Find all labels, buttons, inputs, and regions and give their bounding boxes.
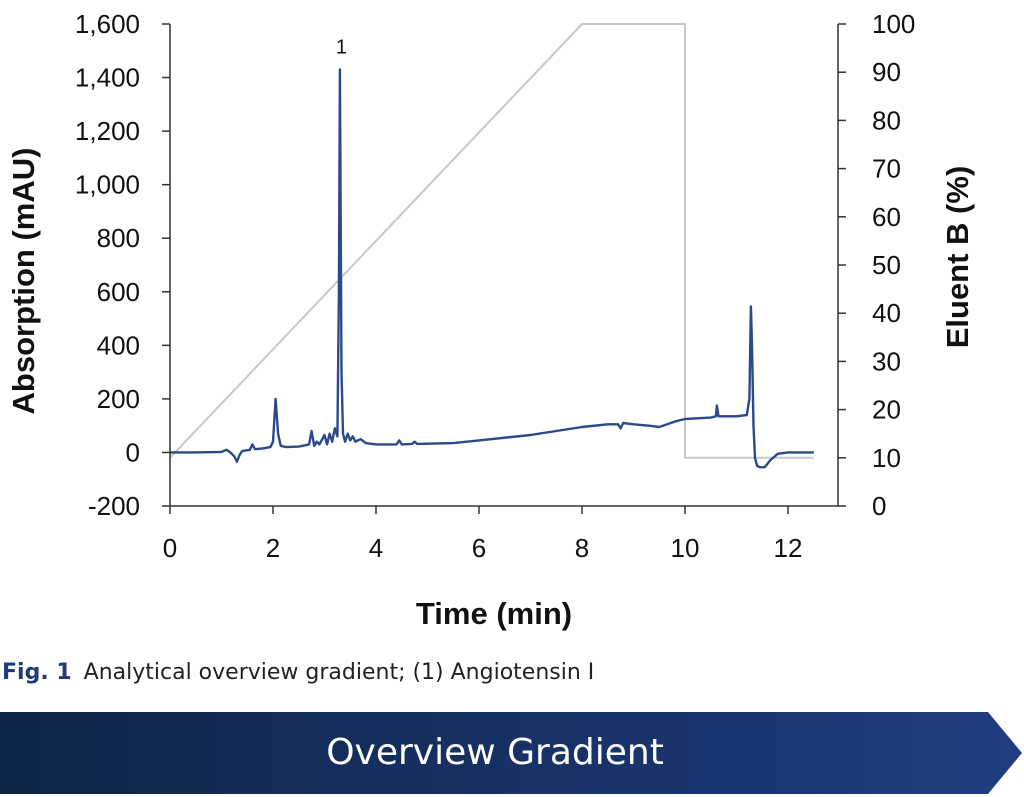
left-y-tick-label: 400 [97,330,140,360]
right-y-tick-label: 0 [872,491,886,521]
chromatogram-chart: -20002004006008001,0001,2001,4001,600010… [6,9,975,631]
left-y-tick-label: -200 [88,491,140,521]
figure-label: Fig. 1 [2,660,72,685]
x-tick-label: 4 [369,533,383,563]
x-tick-label: 12 [774,533,803,563]
right-y-tick-label: 40 [872,298,901,328]
left-y-tick-label: 0 [126,437,140,467]
right-y-tick-label: 90 [872,57,901,87]
left-y-tick-label: 800 [97,223,140,253]
x-tick-label: 0 [163,533,177,563]
banner-arrow-shape [0,712,1022,794]
section-banner [0,712,1022,794]
plot-area [169,23,814,469]
left-y-tick-label: 1,200 [75,116,140,146]
right-y-tick-label: 80 [872,105,901,135]
peak-label: 1 [336,37,347,59]
left-y-tick-label: 1,400 [75,63,140,93]
x-axis-title: Time (min) [416,596,572,631]
x-tick-label: 10 [671,533,700,563]
x-tick-label: 8 [575,533,589,563]
right-y-tick-label: 10 [872,443,901,473]
x-tick-label: 2 [266,533,280,563]
banner-title: Overview Gradient [326,732,664,773]
axis-labels: Time (min) Absorption (mAU) Eluent B (%) 1 [6,37,975,631]
absorption-trace-line [170,68,814,469]
left-y-tick-label: 600 [97,277,140,307]
right-y-axis-title: Eluent B (%) [940,166,975,349]
axes: -20002004006008001,0001,2001,4001,600010… [75,9,915,563]
right-y-tick-label: 60 [872,202,901,232]
eluent-b-gradient-line [169,23,814,459]
left-y-axis-title: Absorption (mAU) [6,148,41,415]
right-y-tick-label: 100 [872,9,915,39]
figure-caption: Fig. 1 Analytical overview gradient; (1) … [2,660,594,685]
left-y-tick-label: 200 [97,384,140,414]
right-y-tick-label: 50 [872,250,901,280]
right-y-tick-label: 20 [872,395,901,425]
left-y-tick-label: 1,000 [75,170,140,200]
right-y-tick-label: 70 [872,154,901,184]
x-tick-label: 6 [472,533,486,563]
left-y-tick-label: 1,600 [75,9,140,39]
right-y-tick-label: 30 [872,346,901,376]
figure-caption-text: Analytical overview gradient; (1) Angiot… [83,660,595,685]
